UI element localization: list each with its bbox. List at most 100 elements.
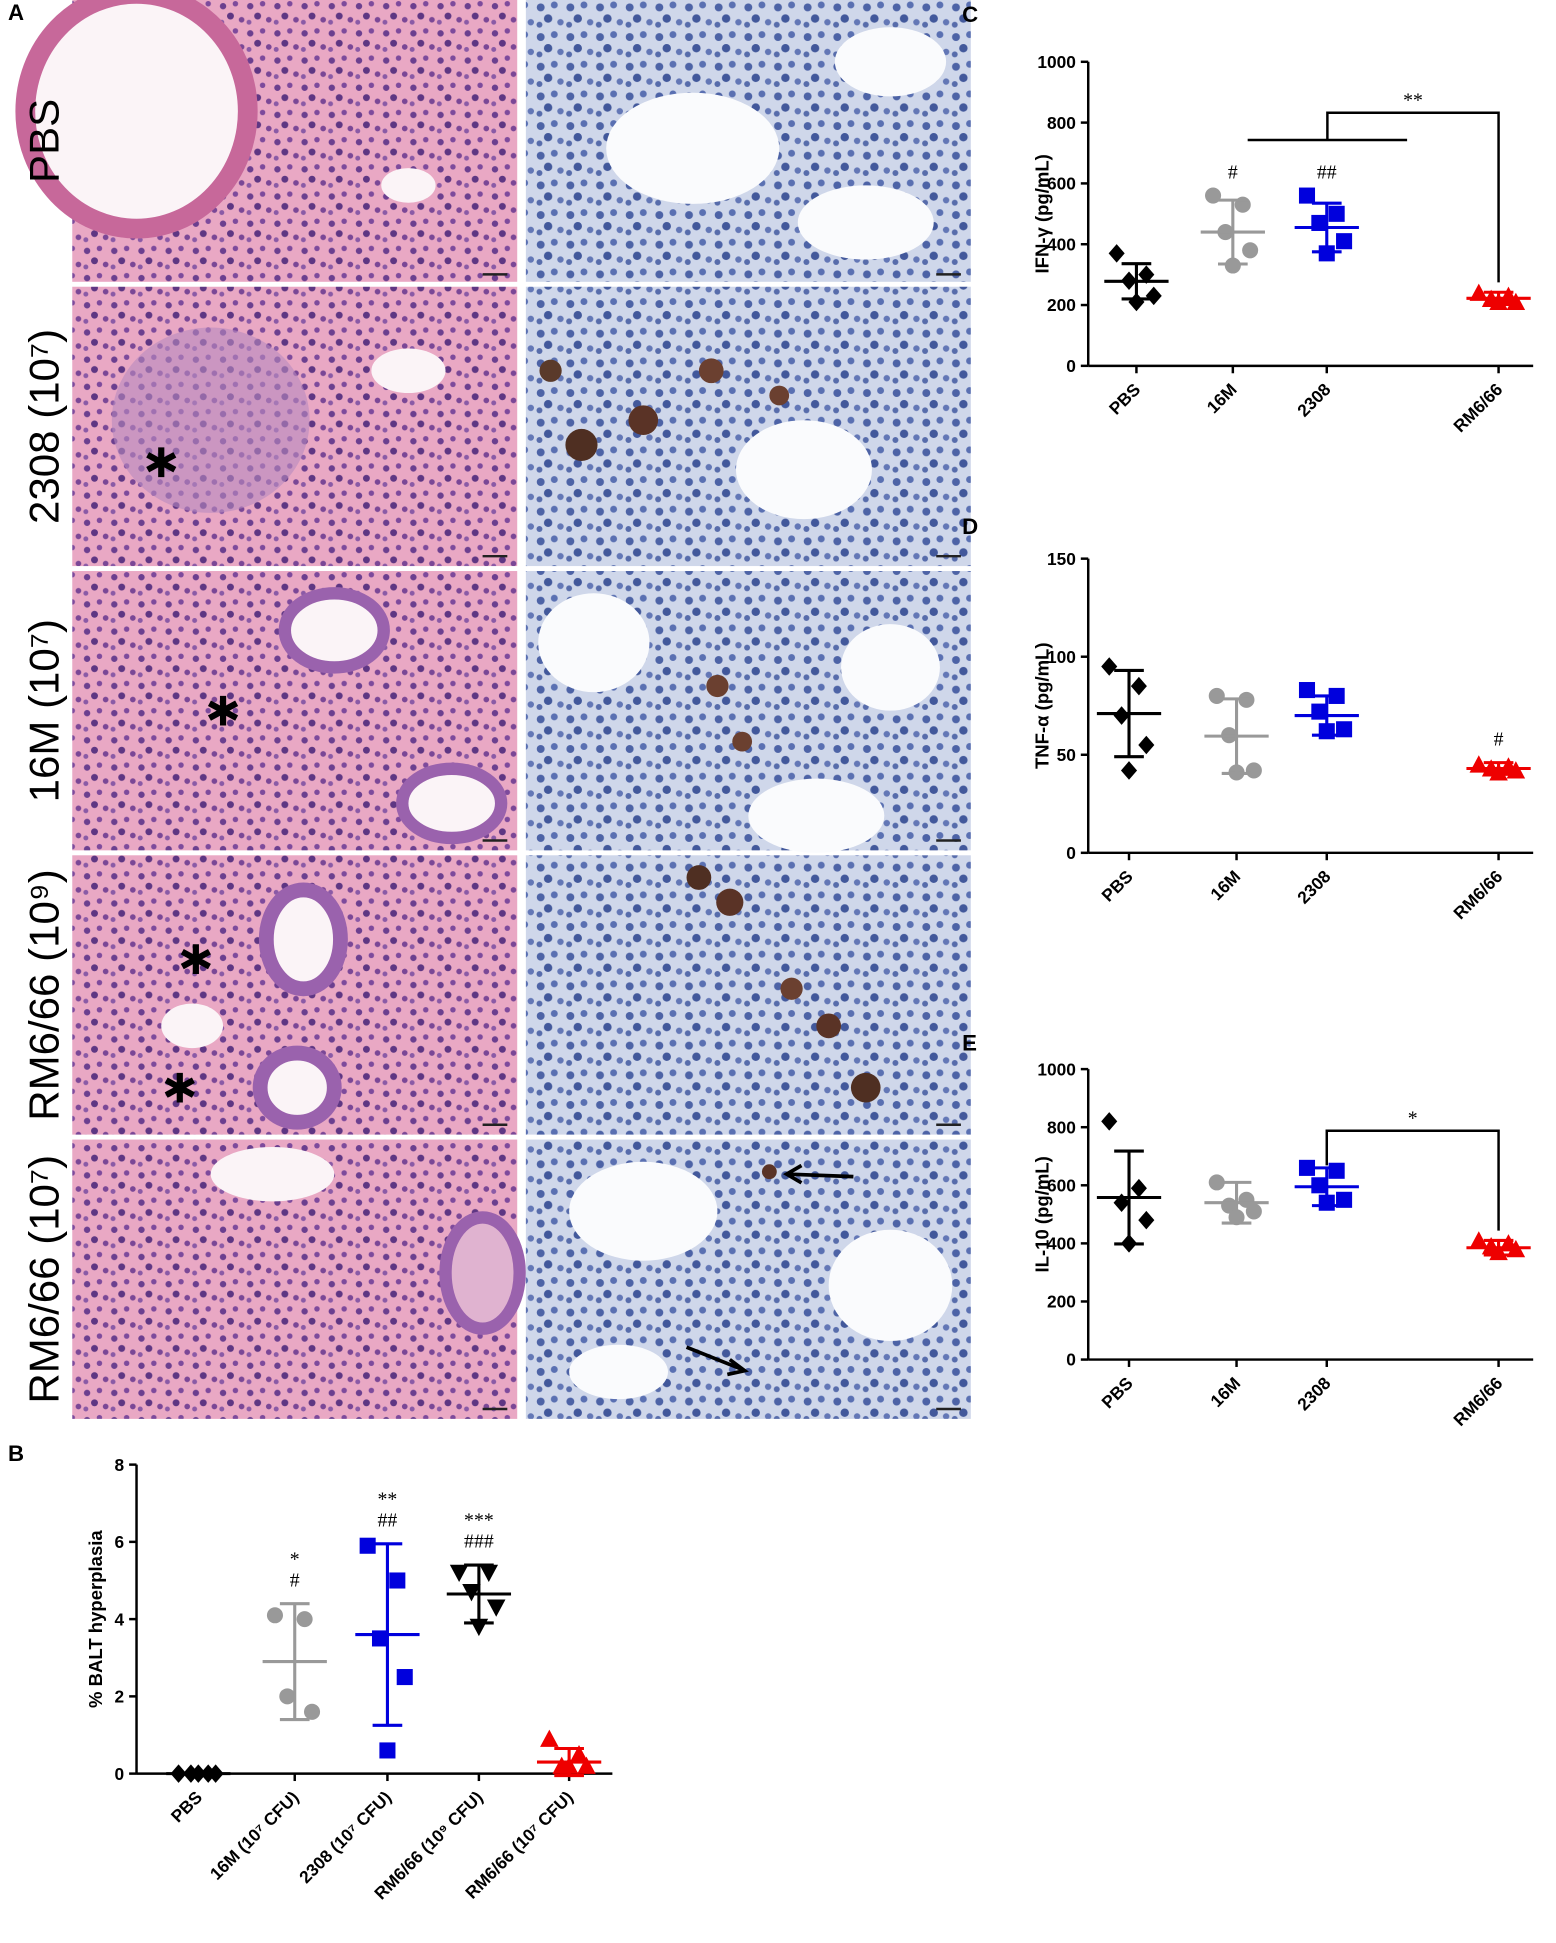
point xyxy=(279,1688,296,1705)
error-bar xyxy=(372,1542,403,1727)
x-tick-label: 2308 (10⁷ CFU) xyxy=(295,1787,395,1887)
bracket xyxy=(1247,111,1500,283)
stained-cell xyxy=(732,731,753,752)
bracket-label: ** xyxy=(1403,90,1423,112)
y-tick-label: 0 xyxy=(1066,1350,1076,1370)
lumen xyxy=(371,348,446,394)
point xyxy=(1128,292,1145,312)
significance: ## xyxy=(1317,161,1337,183)
point xyxy=(396,1669,413,1686)
stained-cell xyxy=(686,865,712,890)
error-bar xyxy=(1311,1166,1342,1208)
granuloma xyxy=(111,327,310,513)
point xyxy=(1208,1174,1225,1191)
lumen xyxy=(396,762,508,845)
y-tick-label: 150 xyxy=(1047,549,1076,569)
scale-bar xyxy=(482,273,961,1411)
x-tick-label: PBS xyxy=(1097,1373,1136,1412)
x-tick-label: 2308 xyxy=(1293,379,1335,421)
panel-label: C xyxy=(962,2,978,27)
lumen xyxy=(258,882,348,997)
x-tick-label: RM6/66 xyxy=(1449,1373,1506,1430)
panel-label: B xyxy=(8,1441,24,1466)
significance: ## xyxy=(378,1509,398,1531)
asterisk xyxy=(207,695,239,726)
arrow xyxy=(782,1163,854,1185)
point xyxy=(1145,286,1162,306)
y-tick-label: 400 xyxy=(1047,234,1076,254)
stained-cell xyxy=(816,1013,842,1039)
y-tick-label: 4 xyxy=(115,1609,125,1629)
x-tick-label: PBS xyxy=(1105,379,1144,418)
x-tick-label: 2308 xyxy=(1293,1373,1335,1415)
point xyxy=(1311,703,1328,720)
y-tick-label: 6 xyxy=(115,1532,125,1552)
lumen xyxy=(797,185,934,260)
panel-label: D xyxy=(962,514,978,539)
lumen xyxy=(278,587,390,674)
point xyxy=(449,1564,469,1583)
x-tick-label: PBS xyxy=(1097,866,1136,905)
row-label: PBS xyxy=(21,99,68,183)
point xyxy=(1242,242,1259,259)
lumen xyxy=(161,1003,224,1049)
point xyxy=(1469,283,1489,301)
y-tick-label: 0 xyxy=(1066,356,1076,376)
error-bar xyxy=(1483,761,1514,776)
significance: # xyxy=(1228,161,1238,183)
micrographs xyxy=(15,0,971,1419)
point xyxy=(1336,1191,1353,1208)
stained-cell xyxy=(706,674,729,698)
error-bar xyxy=(1221,697,1252,775)
x-tick-label: 16M xyxy=(1203,379,1241,417)
bracket-label: * xyxy=(1408,1108,1418,1130)
point xyxy=(296,1611,313,1628)
point xyxy=(1205,187,1222,204)
row-label: RM6/66 (10⁷) xyxy=(21,1155,68,1404)
stained-cell xyxy=(565,428,598,462)
y-tick-label: 0 xyxy=(1066,843,1076,863)
arrow xyxy=(685,1345,749,1377)
stained-cell xyxy=(780,977,803,1000)
stained-cell xyxy=(761,1164,777,1180)
point xyxy=(1138,265,1155,284)
point xyxy=(266,1607,283,1624)
point xyxy=(540,1729,559,1747)
y-axis-label: TNF-α (pg/mL) xyxy=(1032,642,1053,769)
point xyxy=(1298,682,1316,699)
lumen xyxy=(252,1045,342,1130)
x-tick-label: 16M (10⁷ CFU) xyxy=(206,1787,303,1884)
asterisk xyxy=(146,447,177,478)
x-tick-label: 16M xyxy=(1206,866,1244,904)
error-bar xyxy=(1483,290,1514,306)
significance: ** xyxy=(378,1488,398,1510)
point xyxy=(1101,657,1118,676)
error-bar xyxy=(1311,201,1342,254)
point xyxy=(1108,244,1125,263)
lumen xyxy=(748,778,885,853)
micrograph xyxy=(525,855,971,1135)
panel-label: A xyxy=(8,0,24,25)
point xyxy=(1130,1178,1147,1198)
point xyxy=(1208,687,1225,704)
error-bar xyxy=(1311,694,1342,737)
point xyxy=(1245,1203,1262,1220)
x-tick-label: 16M xyxy=(1206,1373,1244,1411)
point xyxy=(1113,706,1130,725)
point xyxy=(1336,721,1353,738)
point xyxy=(379,1742,396,1759)
row-label: 2308 (10⁷) xyxy=(21,329,68,524)
point xyxy=(1245,762,1262,779)
y-tick-label: 100 xyxy=(1047,647,1076,667)
error-bar xyxy=(1221,1180,1252,1225)
stained-cell xyxy=(698,358,724,384)
error-bar xyxy=(464,1563,494,1625)
y-axis-label: IL-10 (pg/mL) xyxy=(1032,1156,1053,1272)
row-label: 16M (10⁷) xyxy=(21,619,68,802)
point xyxy=(359,1537,376,1554)
panel-label: E xyxy=(962,1031,977,1056)
airway xyxy=(439,1211,526,1335)
row-label: RM6/66 (10⁹) xyxy=(21,869,68,1120)
y-axis-label: % BALT hyperplasia xyxy=(85,1530,106,1708)
